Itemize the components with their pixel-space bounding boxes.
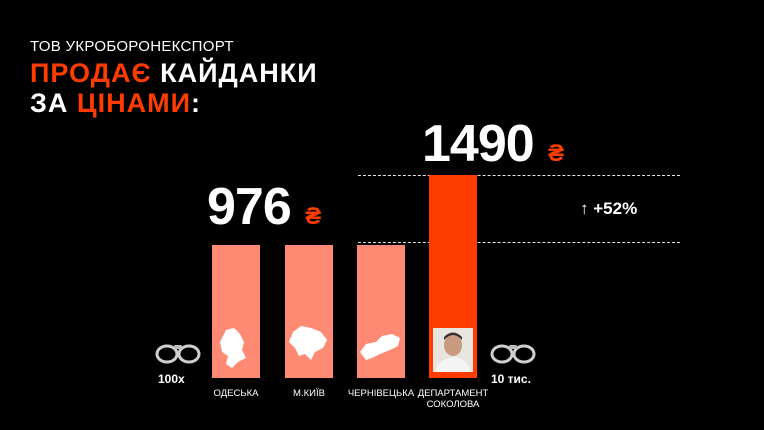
person-photo — [433, 328, 473, 372]
category-label-2: М.КИЇВ — [293, 388, 325, 399]
handcuffs-icon — [155, 344, 201, 364]
increase-value: +52% — [593, 199, 638, 218]
left-quantity-label: 100х — [158, 372, 185, 386]
headline-colon: : — [191, 88, 202, 118]
category-label-1: ОДЕСЬКА — [213, 388, 259, 399]
headline-accent-2: ЦІНАМИ — [76, 88, 192, 118]
dashed-line-bottom — [358, 242, 680, 243]
chernivtsi-region-icon — [360, 334, 400, 360]
dashed-line-top — [358, 175, 680, 176]
value-1490: 1490 — [422, 115, 535, 173]
right-quantity-label: 10 тис. — [491, 372, 531, 386]
headline-accent: ПРОДАЄ — [30, 58, 152, 88]
value-label-1490: 1490 ₴ — [422, 118, 564, 180]
headline-rest: КАЙДАНКИ — [151, 58, 318, 88]
value-label-976: 976 ₴ — [207, 181, 321, 243]
headline-line-1: ПРОДАЄ КАЙДАНКИ — [30, 58, 318, 88]
headline-line-2: ЗА ЦІНАМИ: — [30, 88, 201, 118]
value-976: 976 — [207, 178, 292, 236]
headline-start: ЗА — [30, 88, 77, 118]
handcuffs-icon-right — [490, 344, 536, 364]
increase-label: ↑ +52% — [580, 199, 637, 219]
currency-symbol: ₴ — [305, 203, 322, 230]
odesa-region-icon — [220, 328, 246, 368]
subtitle: ТОВ УКРОБОРОНЕКСПОРТ — [30, 38, 234, 55]
category-label-3: ЧЕРНІВЕЦЬКА — [347, 388, 415, 399]
kyiv-region-icon — [289, 326, 327, 360]
category-label-4: ДЕПАРТАМЕНТ СОКОЛОВА — [417, 388, 489, 410]
currency-symbol-2: ₴ — [548, 140, 565, 167]
up-arrow-icon: ↑ — [580, 199, 589, 218]
